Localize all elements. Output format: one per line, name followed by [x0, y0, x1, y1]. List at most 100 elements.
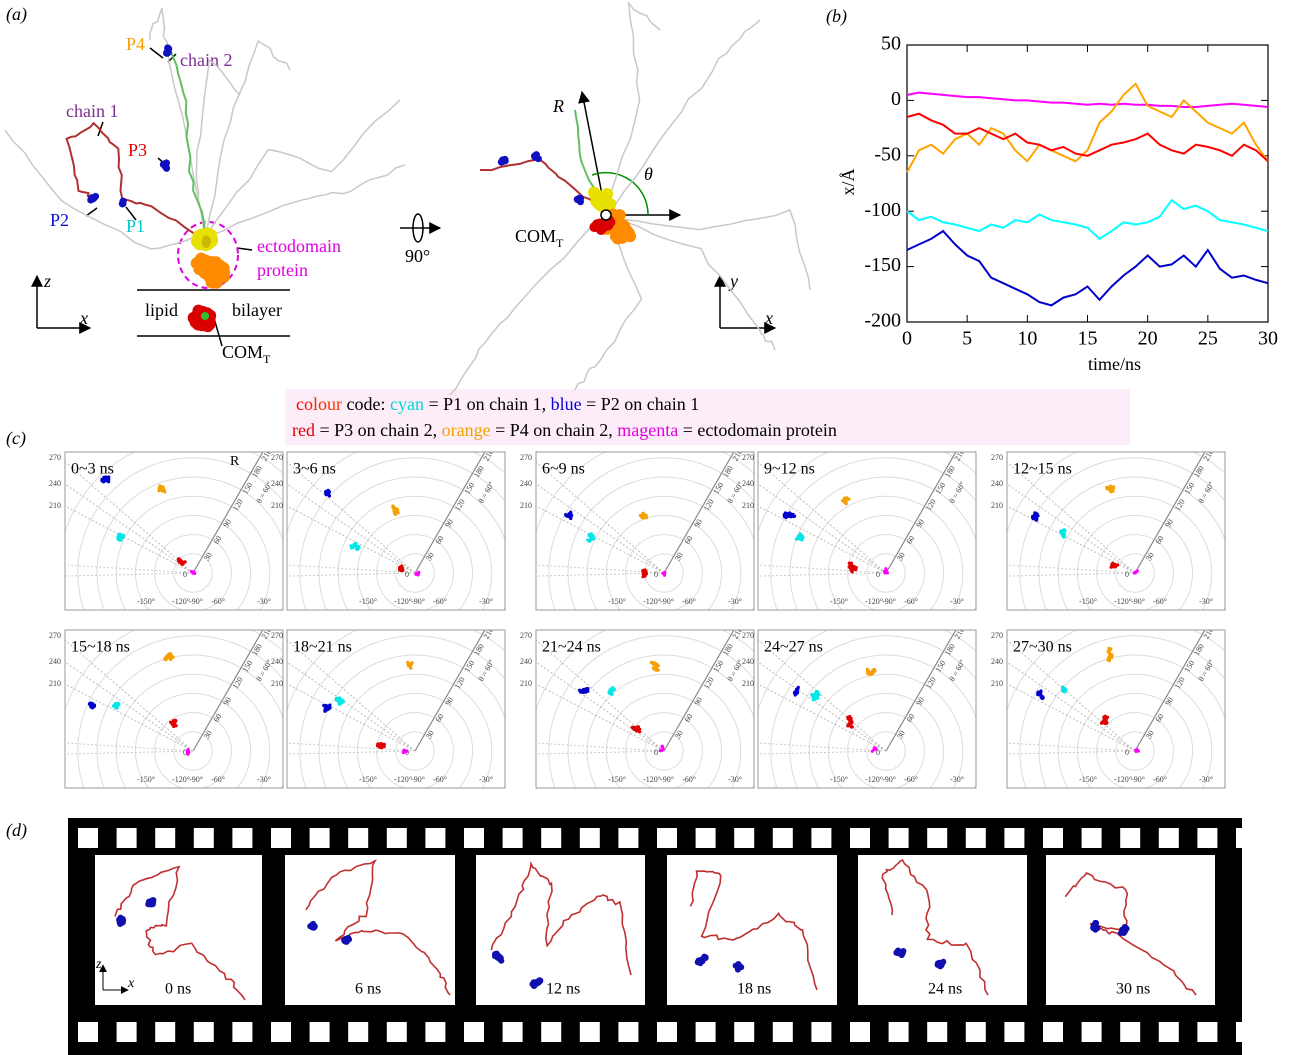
theta-label: θ = 60° [1197, 480, 1217, 505]
left-tick-label: 270 [271, 453, 283, 462]
angle-label: -90° [882, 597, 896, 606]
atom [1121, 929, 1127, 935]
blob [391, 504, 399, 516]
panel-label: (c) [6, 428, 26, 449]
sprocket [850, 828, 870, 848]
angle-label: -90° [411, 775, 425, 784]
sprocket [618, 828, 638, 848]
blob [112, 702, 121, 710]
radial-grid [758, 662, 886, 751]
r-tick-label: 90 [692, 696, 704, 707]
sprocket [232, 828, 252, 848]
sprocket [503, 828, 523, 848]
panel-label: (a) [6, 4, 27, 25]
left-tick-label: 240 [742, 479, 754, 488]
origin-label: 0 [1125, 748, 1129, 757]
r-tick-label: 210 [953, 448, 967, 463]
atom [789, 515, 792, 518]
radial-grid [536, 484, 664, 573]
y-axis-label: x/Å [838, 168, 858, 195]
sprocket [1197, 1022, 1217, 1042]
x-tick-label: 30 [1258, 328, 1278, 350]
blob [793, 686, 800, 697]
polymer-chain [207, 165, 406, 236]
sprocket [117, 1022, 137, 1042]
r-tick-label: 60 [1154, 534, 1166, 545]
data-line [907, 200, 1268, 239]
atom [641, 512, 644, 515]
blob [574, 195, 584, 206]
blob [406, 661, 414, 670]
sprocket [657, 1022, 677, 1042]
sprocket [348, 828, 368, 848]
left-tick-label: 240 [271, 657, 283, 666]
r-tick-label: 30 [895, 729, 907, 740]
angle-label: -30° [728, 597, 742, 606]
radial-grid [65, 662, 193, 751]
atom [328, 706, 331, 709]
r-tick-label: 30 [895, 551, 907, 562]
legend-word: = P1 on chain 1, [424, 394, 551, 414]
angle-label: -90° [411, 597, 425, 606]
sprocket [1082, 828, 1102, 848]
axis-label: x [764, 308, 773, 328]
label: P3 [128, 140, 147, 160]
blob [177, 557, 187, 566]
radial-axis [415, 578, 515, 751]
sprocket [155, 828, 175, 848]
angle-label: -60° [211, 597, 225, 606]
polymer-chain [196, 60, 240, 234]
x-tick-label: 20 [1138, 328, 1158, 350]
r-tick-label: 120 [1173, 676, 1187, 691]
atom [1136, 748, 1139, 751]
polymer-chain [5, 130, 203, 249]
origin-label: 0 [654, 748, 658, 757]
blob [641, 568, 648, 578]
left-tick-label: 210 [991, 501, 1003, 510]
left-tick-label: 210 [49, 679, 61, 688]
sprocket [773, 1022, 793, 1042]
atom [701, 954, 707, 960]
angle-label: -30° [1199, 597, 1213, 606]
atom [338, 696, 341, 699]
time-label: 6 ns [355, 981, 381, 998]
angle-label: -60° [433, 597, 447, 606]
r-tick-label: 30 [1144, 551, 1156, 562]
figure: (a) P4 chain 2 chain 1 P3 P2 P1 ectodoma… [0, 0, 1290, 1055]
atom [312, 923, 318, 929]
blob [650, 661, 660, 672]
sprocket [889, 828, 909, 848]
blob [186, 748, 190, 756]
angle-label: -90° [1131, 775, 1145, 784]
label: R [552, 96, 564, 116]
angle-label: -120° [1114, 775, 1132, 784]
sprocket [541, 828, 561, 848]
left-tick-label: 240 [991, 657, 1003, 666]
angle-label: -90° [189, 597, 203, 606]
atom [177, 557, 180, 560]
r-tick-label: 120 [1173, 498, 1187, 513]
blob [783, 511, 797, 519]
blob [848, 562, 858, 574]
atom [848, 562, 851, 565]
x-tick-label: 25 [1198, 328, 1218, 350]
atom [737, 963, 743, 969]
y-tick-label: -50 [874, 143, 901, 165]
radial-grid [33, 741, 193, 751]
sprocket [811, 828, 831, 848]
left-tick-label: 210 [742, 679, 754, 688]
blob [335, 696, 345, 705]
r-tick-label: 90 [221, 696, 233, 707]
x-tick-label: 10 [1017, 328, 1037, 350]
left-tick-label: 270 [520, 631, 532, 640]
angle-label: -150° [359, 597, 377, 606]
left-tick-label: 270 [742, 631, 754, 640]
blob [1036, 689, 1045, 700]
angle-label: -30° [950, 775, 964, 784]
com-marker [201, 312, 209, 320]
r-tick-label: 180 [721, 464, 735, 479]
r-tick-label: 180 [250, 464, 264, 479]
r-tick-label: 90 [692, 518, 704, 529]
atom [1063, 687, 1066, 690]
left-tick-label: 240 [49, 479, 61, 488]
